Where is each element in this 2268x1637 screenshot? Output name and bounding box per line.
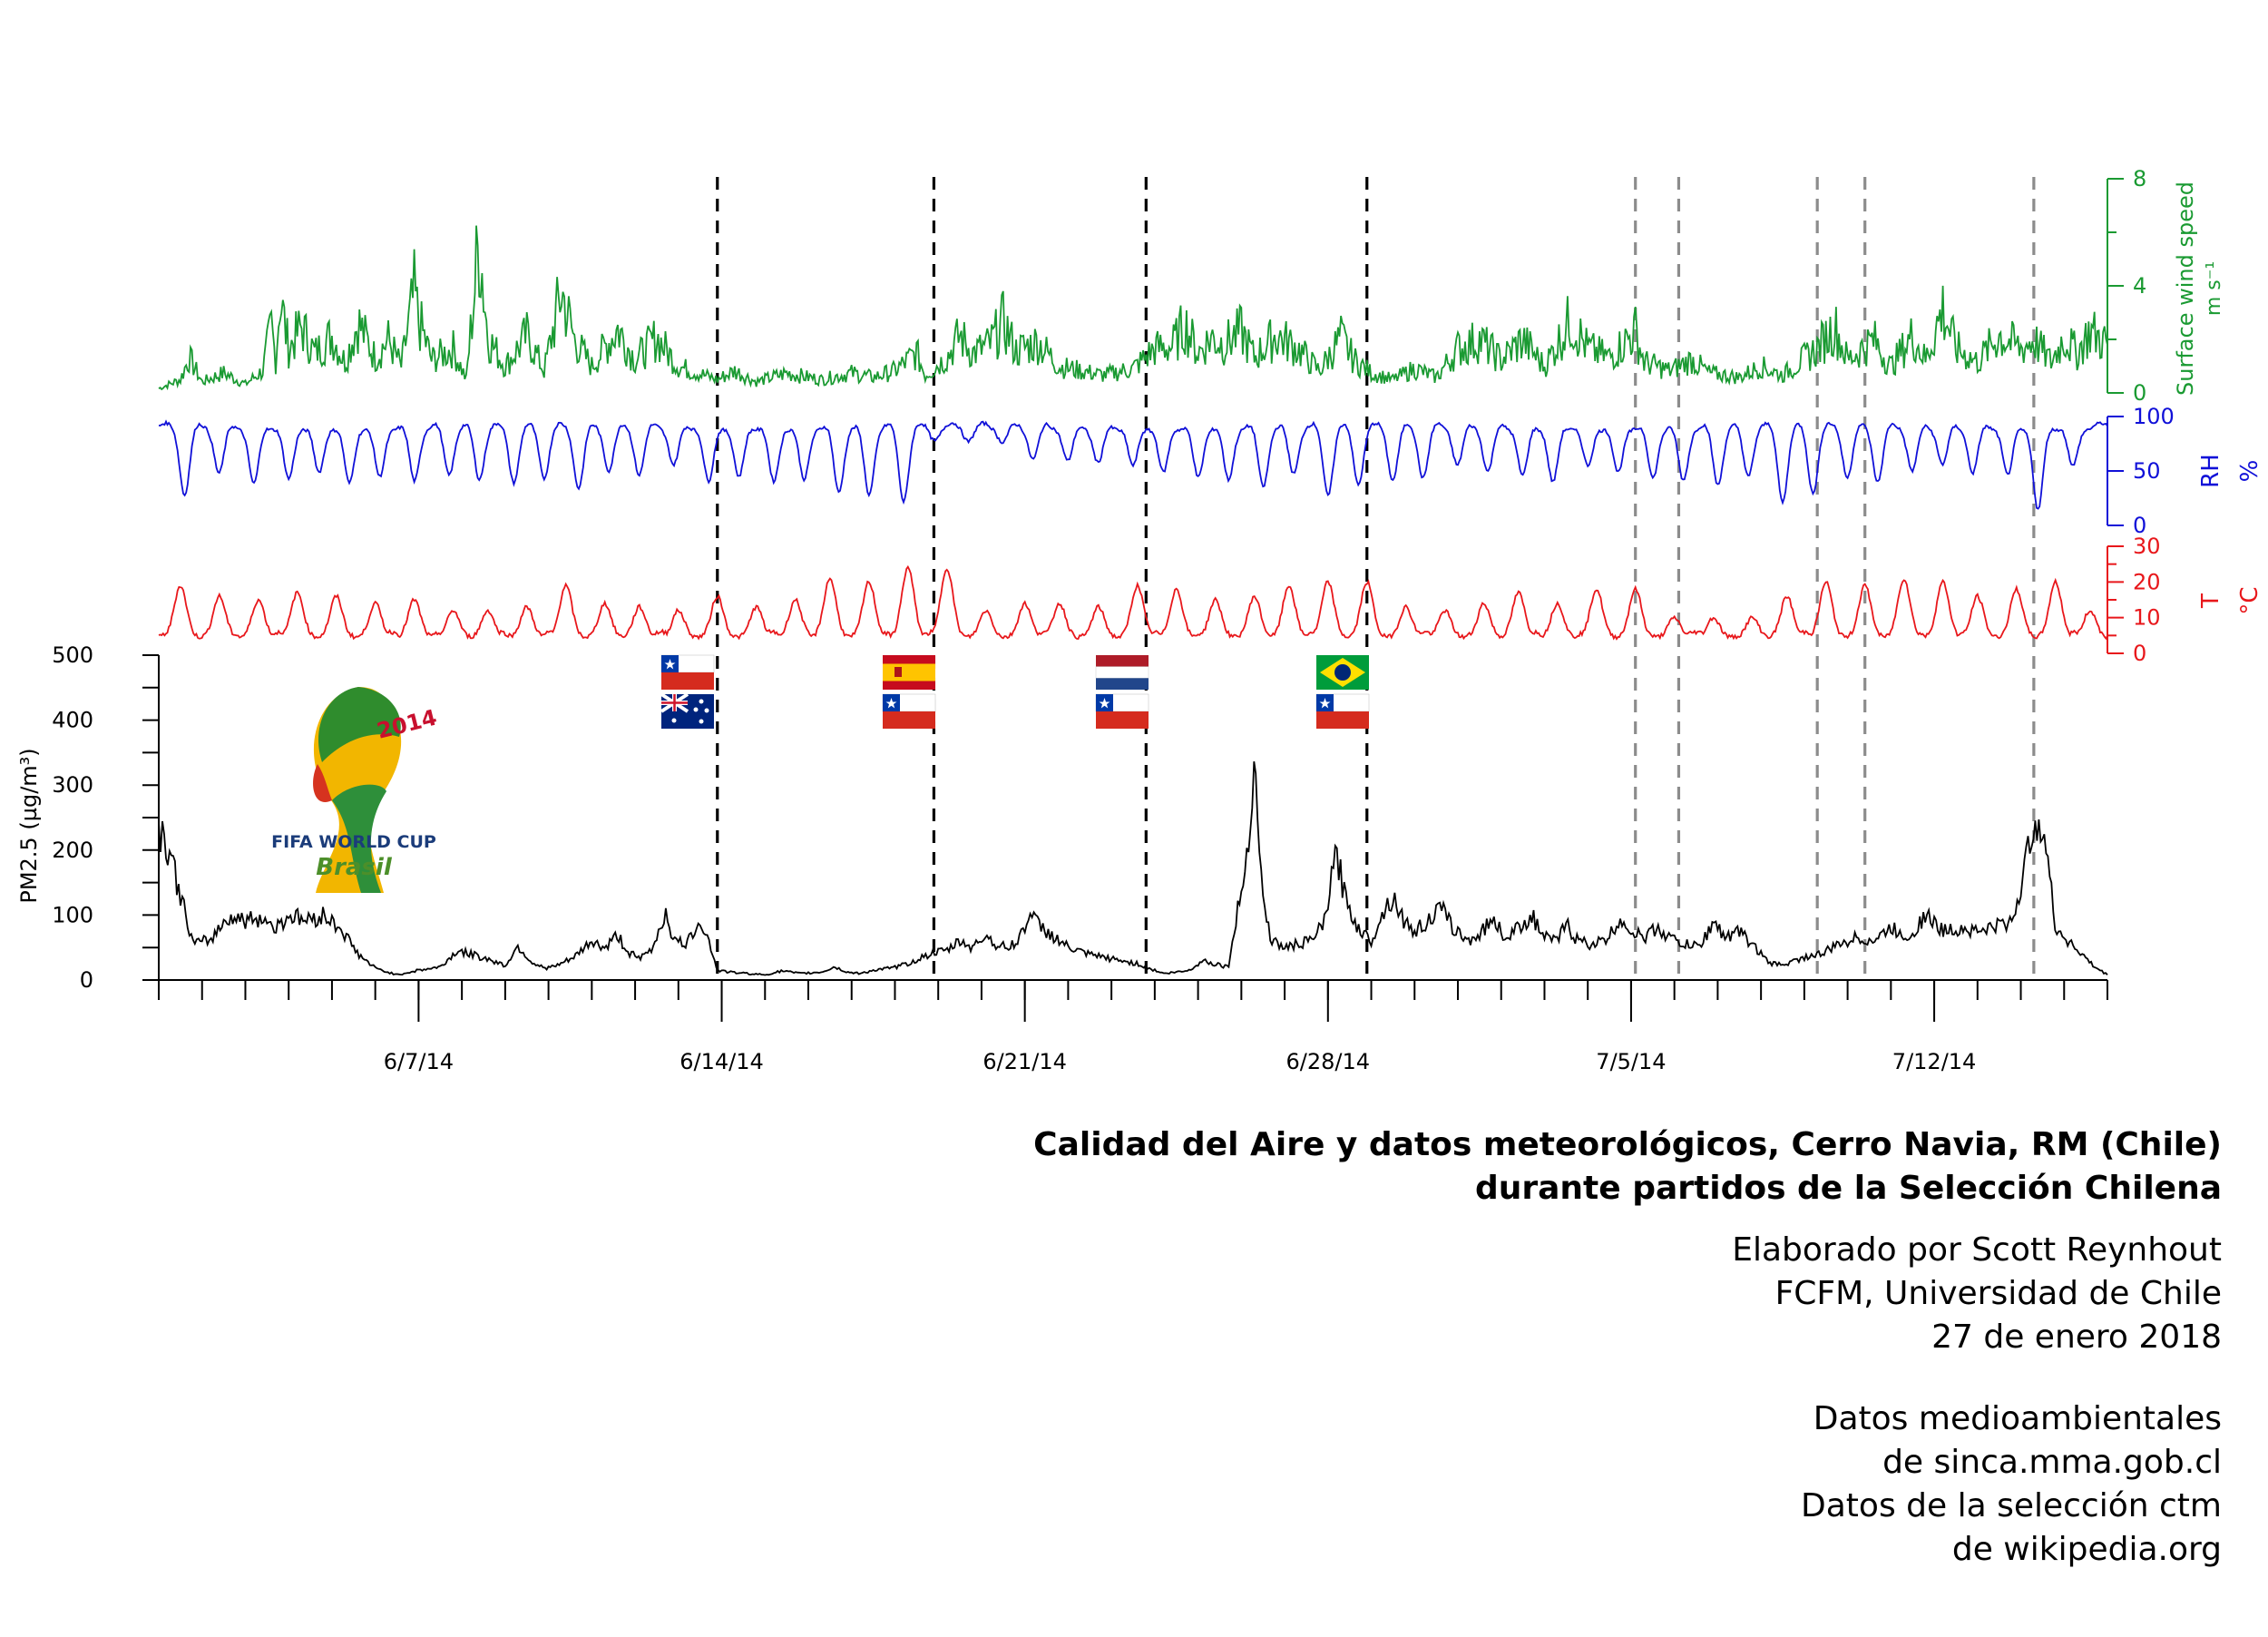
wind-tick-label-0: 0 <box>2133 380 2146 406</box>
temp-tick-label-10: 10 <box>2133 605 2161 631</box>
data-sources: Datos medioambientales de sinca.mma.gob.… <box>1801 1397 2222 1572</box>
author-affiliation: FCFM, Universidad de Chile <box>1774 1275 2222 1312</box>
wind-tick-label-4: 4 <box>2133 273 2146 299</box>
world-cup-logo: 2014 FIFA WORLD CUP Brasil <box>271 687 439 893</box>
wind-axis-unit: m s⁻¹ <box>2203 261 2225 316</box>
time-tick-label: 7/5/14 <box>1596 1049 1666 1074</box>
time-tick-label: 7/12/14 <box>1892 1049 1977 1074</box>
pm25-series-line <box>158 760 2108 976</box>
time-tick-label: 6/14/14 <box>679 1049 764 1074</box>
temp-tick-label-30: 30 <box>2133 534 2161 559</box>
rh-tick-label-100: 100 <box>2133 404 2175 429</box>
rh-axis-label: RH <box>2197 454 2224 488</box>
spain-flag <box>883 655 935 690</box>
time-tick-label: 6/21/14 <box>982 1049 1067 1074</box>
author-date: 27 de enero 2018 <box>1931 1318 2222 1356</box>
source-line2: de sinca.mma.gob.cl <box>1882 1444 2222 1481</box>
pm25-tick-label-400: 400 <box>52 708 93 733</box>
netherlands-flag <box>1095 655 1149 690</box>
temp-axis-unit: °C <box>2236 586 2263 614</box>
rh-axis-unit: % <box>2236 460 2263 483</box>
pm25-tick-label-100: 100 <box>52 902 93 927</box>
rh-tick-label-50: 50 <box>2133 458 2161 484</box>
source-line4: de wikipedia.org <box>1951 1531 2222 1568</box>
time-tick-label: 6/28/14 <box>1286 1049 1371 1074</box>
pm25-tick-label-200: 200 <box>52 838 93 863</box>
rh-series-line <box>158 419 2108 510</box>
pm25-tick-label-0: 0 <box>80 967 93 993</box>
pm25-tick-label-500: 500 <box>52 642 93 668</box>
match-flags <box>660 654 1370 729</box>
temp-tick-label-0: 0 <box>2133 641 2146 666</box>
data-panels <box>158 225 2108 976</box>
chile-flag <box>882 693 936 729</box>
source-line1: Datos medioambientales <box>1813 1400 2222 1437</box>
australia-flag <box>660 692 714 729</box>
chile-flag <box>660 654 715 690</box>
source-line3: Datos de la selección ctm <box>1801 1487 2222 1524</box>
pm25-tick-label-300: 300 <box>52 772 93 798</box>
chart-title: Calidad del Aire y datos meteorológicos,… <box>1033 1123 2222 1211</box>
temp-series-line <box>158 564 2108 641</box>
temp-tick-label-20: 20 <box>2133 569 2161 594</box>
logo-title: FIFA WORLD CUP <box>271 832 436 852</box>
author-name: Elaborado por Scott Reynhout <box>1732 1231 2222 1269</box>
brazil-flag <box>1316 655 1369 690</box>
rh-tick-label-0: 0 <box>2133 513 2146 538</box>
time-tick-label: 6/7/14 <box>384 1049 454 1074</box>
wind-axis-label: Surface wind speed <box>2173 181 2198 396</box>
chile-flag <box>1315 693 1370 729</box>
match-markers <box>716 177 2036 980</box>
chart-title-line1: Calidad del Aire y datos meteorológicos,… <box>1033 1126 2222 1163</box>
wind-series-line <box>158 225 2108 391</box>
chart-title-line2: durante partidos de la Selección Chilena <box>1474 1170 2222 1207</box>
author-credits: Elaborado por Scott Reynhout FCFM, Unive… <box>1732 1229 2222 1359</box>
temp-axis-label: T <box>2197 593 2224 609</box>
chile-flag <box>1095 693 1149 729</box>
logo-subtitle: Brasil <box>316 854 393 881</box>
wind-tick-label-8: 8 <box>2133 166 2146 191</box>
pm25-axis-label: PM2.5 (µg/m³) <box>16 748 42 903</box>
